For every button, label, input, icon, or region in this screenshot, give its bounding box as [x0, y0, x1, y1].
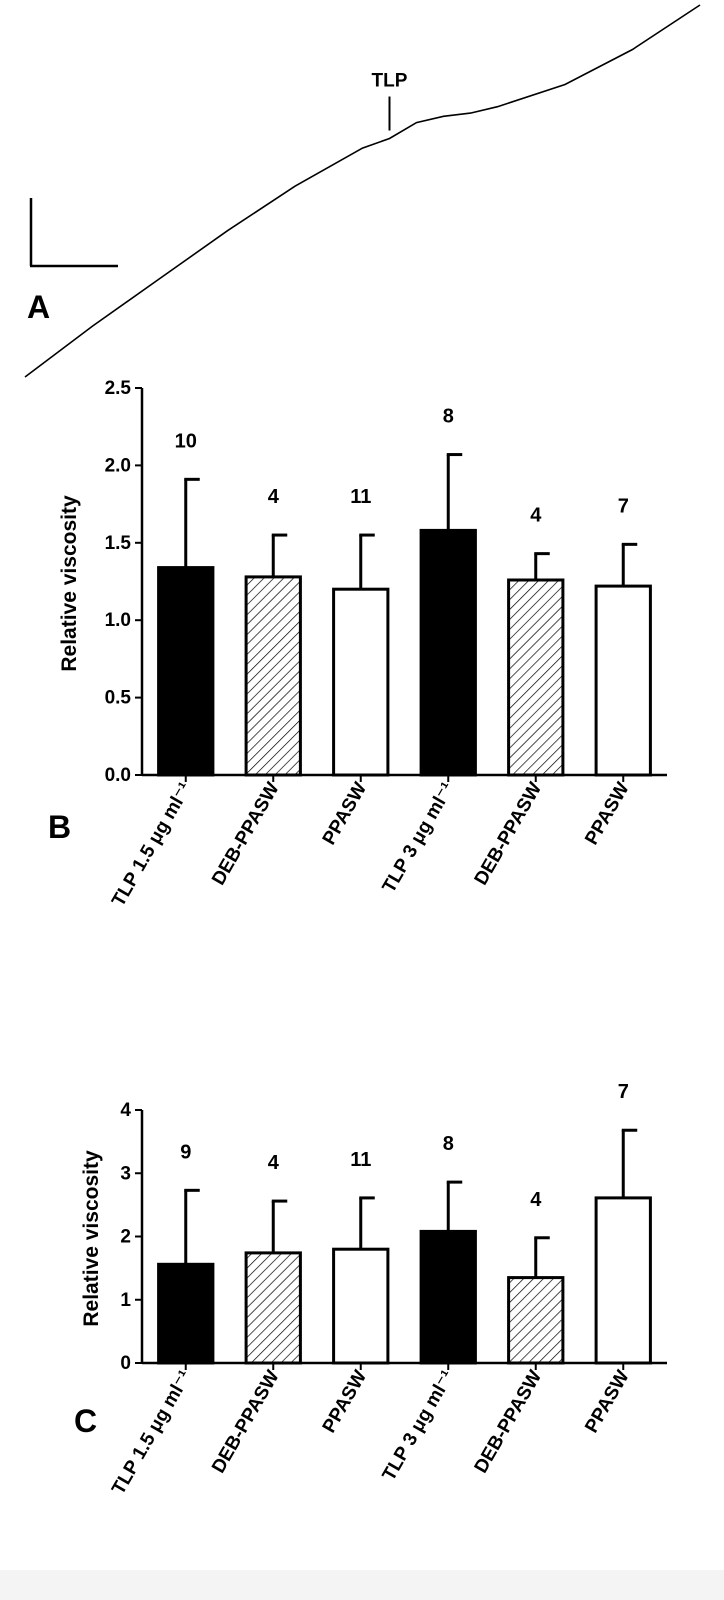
panel-b-category-label: PPASW — [319, 779, 371, 849]
panel-c-bar — [157, 1262, 215, 1365]
panel-b-bar — [332, 587, 390, 777]
panel-c-bar — [507, 1276, 565, 1365]
panel-b-bar — [244, 575, 302, 777]
panel-b-category-label: DEB-PPASW — [208, 779, 284, 889]
panel-b-category-label: PPASW — [581, 779, 633, 849]
panel-b-bar — [594, 584, 652, 777]
panel-b-letter: B — [48, 809, 71, 845]
panel-c-n-label: 4 — [530, 1189, 542, 1211]
panel-b-category-label: TLP 1.5 μg ml⁻¹ — [108, 779, 196, 910]
panel-c-y-tick-label: 4 — [120, 1100, 131, 1121]
panel-c-bar — [332, 1247, 390, 1365]
panel-c-y-axis-label: Relative viscosity — [80, 1150, 103, 1327]
tlp-marker-label: TLP — [372, 71, 408, 92]
panel-b-y-tick-label: 1.5 — [105, 533, 132, 554]
panel-b-category-label: DEB-PPASW — [471, 779, 547, 889]
panel-c-category-label: DEB-PPASW — [208, 1367, 284, 1477]
panel-c-bars: 9 4 11 8 4 7 — [157, 1081, 652, 1365]
panel-b-y-tick-label: 0.5 — [105, 688, 132, 709]
panel-c-y-tick-label: 3 — [120, 1163, 131, 1184]
panel-c-n-label: 9 — [180, 1141, 191, 1163]
panel-c-category-label: PPASW — [581, 1367, 633, 1437]
panel-a: TLP A — [24, 4, 701, 378]
panel-c-category-label: TLP 1.5 μg ml⁻¹ — [108, 1367, 196, 1498]
panel-b-y-tick-label: 2.5 — [105, 378, 132, 399]
panel-c-bar — [244, 1251, 302, 1365]
panel-b-n-label: 11 — [350, 486, 371, 508]
panel-c-category-label: TLP 3 μg ml⁻¹ — [379, 1367, 459, 1485]
panel-b-n-label: 7 — [618, 495, 629, 517]
panel-b-n-label: 4 — [530, 505, 542, 527]
panel-c-bar — [419, 1229, 477, 1365]
panel-c-y-tick-label: 0 — [120, 1353, 131, 1374]
panel-c-category-label: PPASW — [319, 1367, 371, 1437]
panel-b-bar — [419, 528, 477, 777]
panel-c-y-tick-label: 2 — [120, 1227, 131, 1248]
panel-b-n-label: 8 — [443, 406, 454, 428]
panel-b-y-tick-label: 1.0 — [105, 610, 131, 631]
panel-c-n-label: 11 — [350, 1149, 371, 1171]
panel-c-category-label: DEB-PPASW — [471, 1367, 547, 1477]
panel-b-bars: 10 4 11 8 4 7 — [157, 406, 652, 777]
footer-band — [0, 1570, 724, 1600]
panel-c-letter: C — [74, 1403, 97, 1439]
panel-b-bar — [157, 566, 215, 777]
panel-c-n-label: 7 — [618, 1081, 629, 1103]
panel-a-letter: A — [27, 289, 50, 325]
panel-b-y-axis-label: Relative viscosity — [58, 495, 81, 672]
panel-b-category-label: TLP 3 μg ml⁻¹ — [379, 779, 459, 897]
panel-c-n-label: 4 — [268, 1152, 280, 1174]
panel-c-bar — [594, 1196, 652, 1365]
panel-c-y-tick-label: 1 — [120, 1290, 131, 1311]
panel-c-n-label: 8 — [443, 1133, 454, 1155]
panel-b-y-tick-label: 0.0 — [105, 765, 131, 786]
panel-b-n-label: 10 — [175, 430, 197, 452]
panel-b-bar — [507, 578, 565, 777]
panel-b-y-tick-label: 2.0 — [105, 455, 131, 476]
viscosity-trace-line — [24, 4, 701, 378]
panel-b-n-label: 4 — [268, 486, 280, 508]
